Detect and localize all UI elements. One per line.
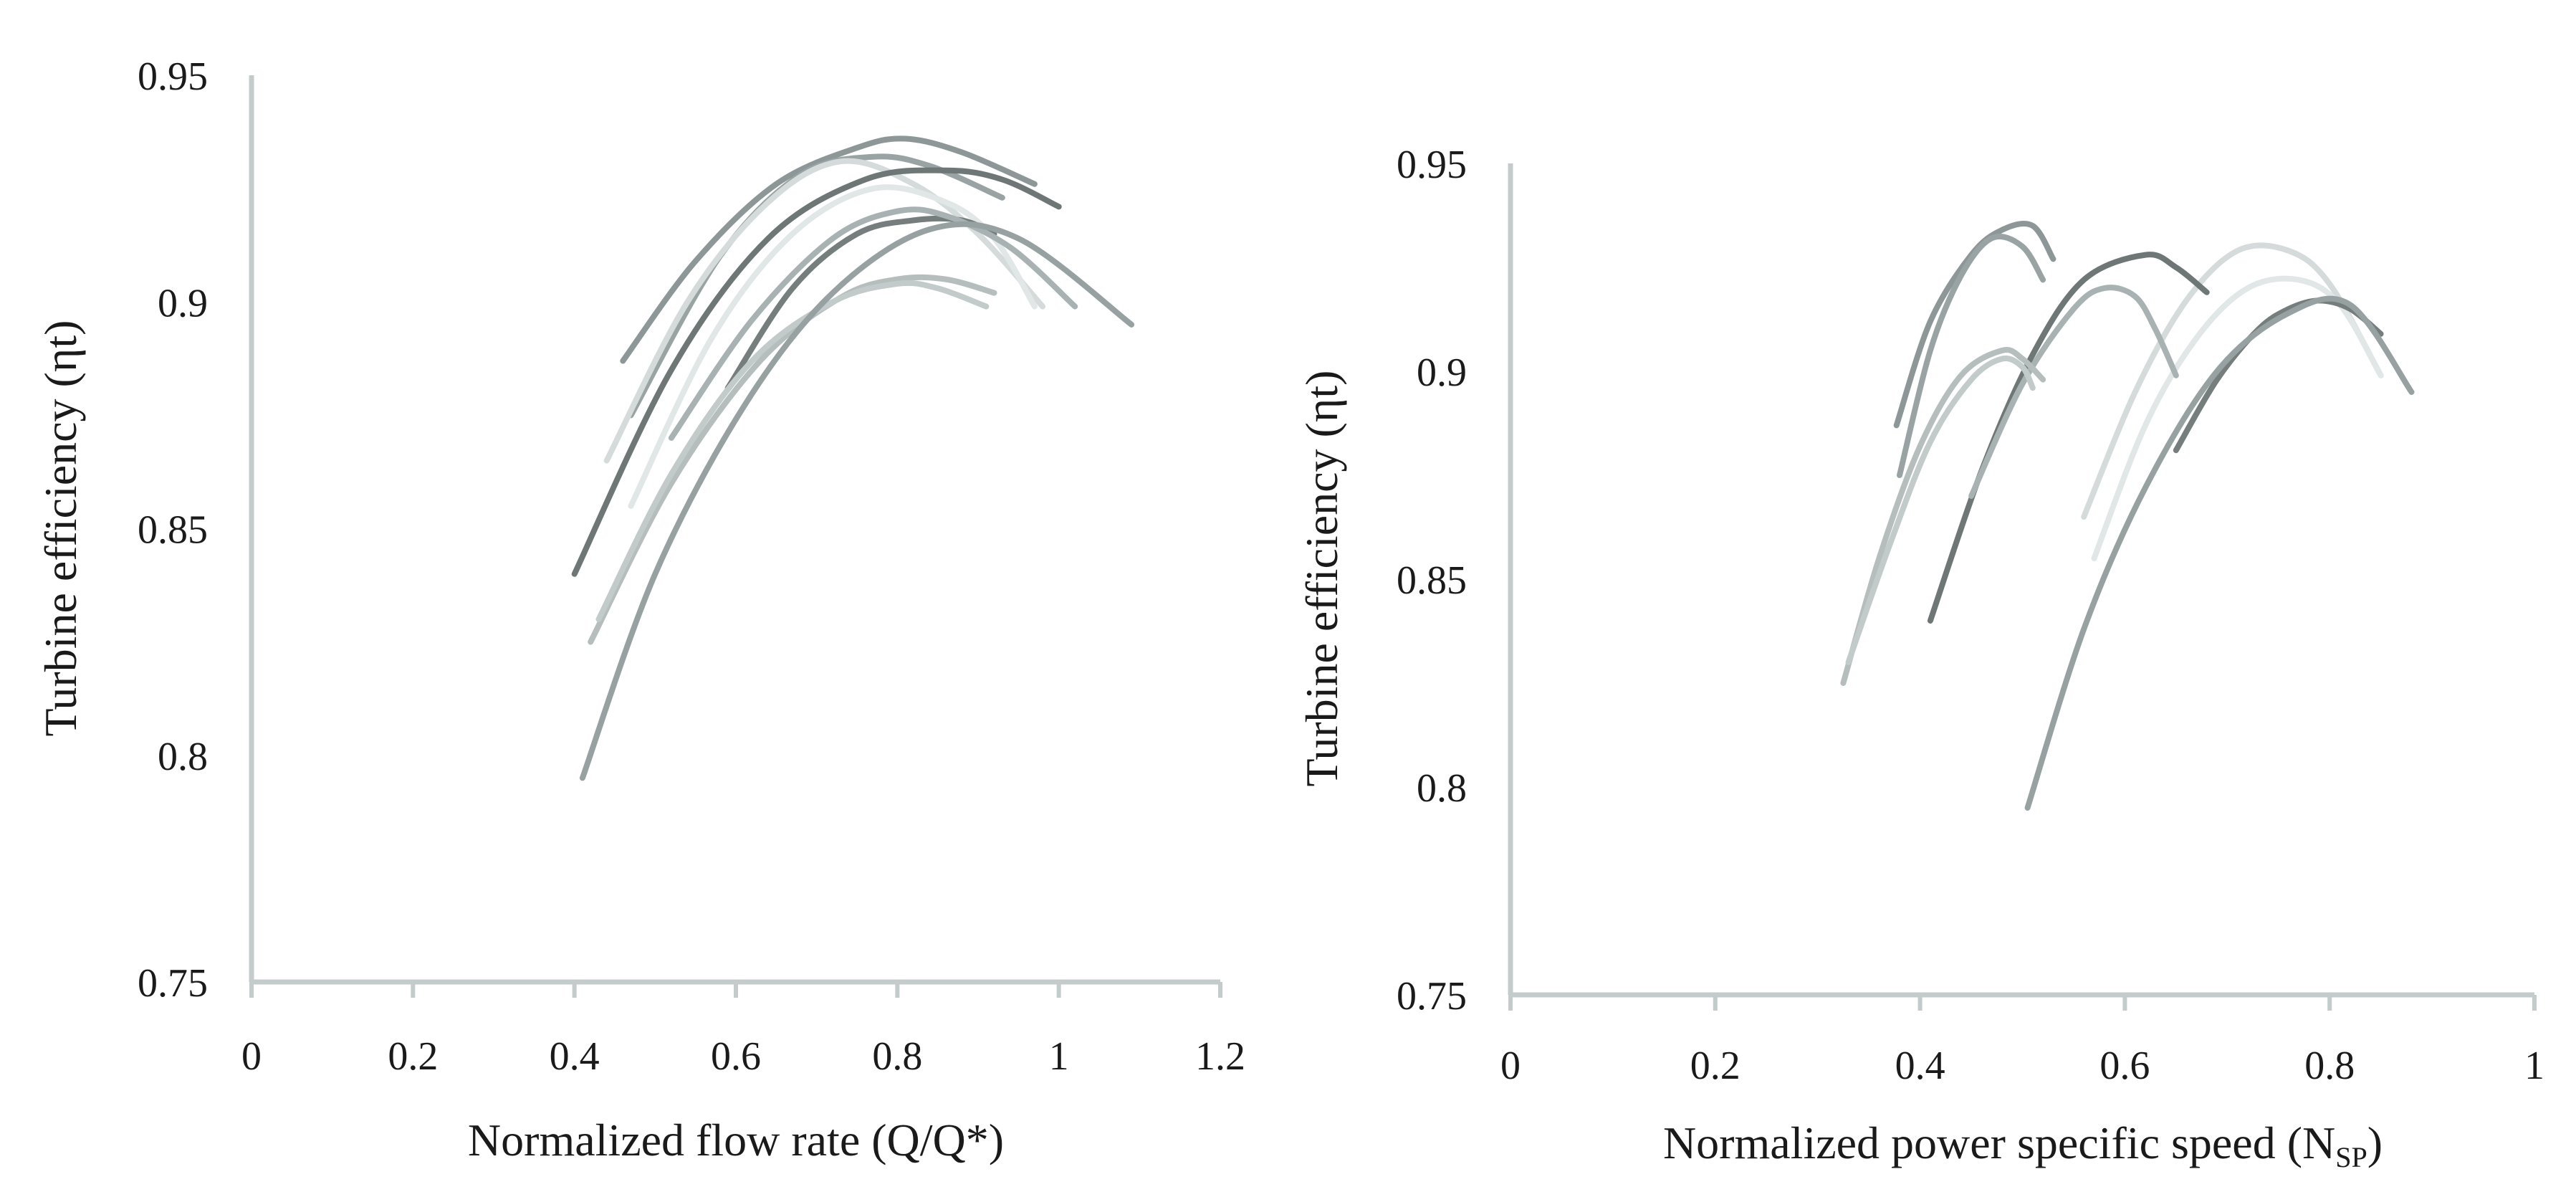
flow-rate-x-tick-label: 1 [1049,1034,1069,1079]
specific-speed-x-axis-title: Normalized power specific speed (NSP) [1663,1117,2383,1173]
flow-rate-y-tick-label: 0.9 [158,281,208,325]
specific-speed-series-f-line [2173,297,2384,454]
specific-speed-y-tick-label: 0.8 [1417,766,1467,811]
specific-speed-x-axis-title-subscript: SP [2335,1141,2367,1173]
specific-speed-y-axis-title: Turbine efficiency (ηt) [1296,371,1347,787]
flow-rate-series-i-line [595,280,990,622]
flow-rate-x-tick-label: 1.2 [1195,1034,1245,1079]
specific-speed-series [1840,221,2415,811]
flow-rate-axes [249,75,1220,985]
specific-speed-y-tick-label: 0.9 [1417,350,1467,395]
flow-rate-y-tick-label: 0.75 [138,961,208,1006]
specific-speed-series-i-line [1845,355,2036,665]
flow-rate-y-axis-title: Turbine efficiency (ηt) [35,320,86,737]
specific-speed-x-tick-label: 0.4 [1895,1044,1945,1088]
flow-rate-series-g-line [668,206,1078,441]
specific-speed-x-tick-label: 0.6 [2099,1044,2150,1088]
flow-rate-series-c-line [603,158,1046,464]
specific-speed-x-axis-title-main: Normalized power specific speed (N [1663,1117,2335,1168]
flow-rate-series-b-line [628,153,1005,419]
specific-speed-y-tick-label: 0.85 [1397,558,1467,603]
flow-rate-x-axis-title: Normalized flow rate (Q/Q*) [468,1115,1004,1165]
specific-speed-axes [1508,163,2534,998]
specific-speed-series-e-line [1927,252,2210,624]
specific-speed-y-tick-label: 0.75 [1397,974,1467,1019]
flow-rate-y-tick-label: 0.85 [138,508,208,553]
flow-rate-x-tick-label: 0.6 [711,1034,761,1079]
flow-rate-series-j-line [579,221,1135,781]
specific-speed-x-tick-label: 0.8 [2304,1044,2355,1088]
specific-speed-series-g-line [1968,285,2179,499]
specific-speed-x-ticks: 0 0.2 0.4 0.6 0.8 1 [1500,995,2544,1088]
specific-speed-y-ticks: 0.75 0.8 0.85 0.9 0.95 [1397,143,1467,1019]
specific-speed-y-tick-label: 0.95 [1397,143,1467,187]
specific-speed-chart: 0 0.2 0.4 0.6 0.8 1 0.75 0.8 0.85 0.9 0.95 Normal… [1296,143,2544,1173]
flow-rate-x-tick-label: 0.4 [550,1034,600,1079]
specific-speed-series-j-line [2024,295,2415,811]
flow-rate-series [571,135,1135,781]
flow-rate-x-tick-label: 0.2 [388,1034,438,1079]
specific-speed-x-tick-label: 1 [2524,1044,2544,1088]
specific-speed-series-b-line [1897,233,2046,478]
flow-rate-series-e-line [571,167,1062,577]
specific-speed-x-axis-title-end: ) [2367,1117,2383,1168]
specific-speed-series-c-line [2081,242,2384,520]
flow-rate-x-ticks: 0 0.2 0.4 0.6 0.8 1 1.2 [241,982,1245,1079]
flow-rate-y-ticks: 0.75 0.8 0.85 0.9 0.95 [138,54,208,1006]
specific-speed-series-d-line [2091,275,2384,561]
flow-rate-x-tick-label: 0.8 [872,1034,922,1079]
flow-rate-series-a-line [620,135,1038,364]
specific-speed-series-h-line [1840,347,2046,686]
specific-speed-x-tick-label: 0 [1500,1044,1521,1088]
specific-speed-x-tick-label: 0.2 [1690,1044,1741,1088]
flow-rate-chart: 0 0.2 0.4 0.6 0.8 1 1.2 0.75 0.8 0.85 0.9 0.95 Nor… [35,54,1245,1165]
flow-rate-y-tick-label: 0.95 [138,54,208,99]
flow-rate-x-tick-label: 0 [241,1034,262,1079]
flow-rate-y-tick-label: 0.8 [158,735,208,779]
